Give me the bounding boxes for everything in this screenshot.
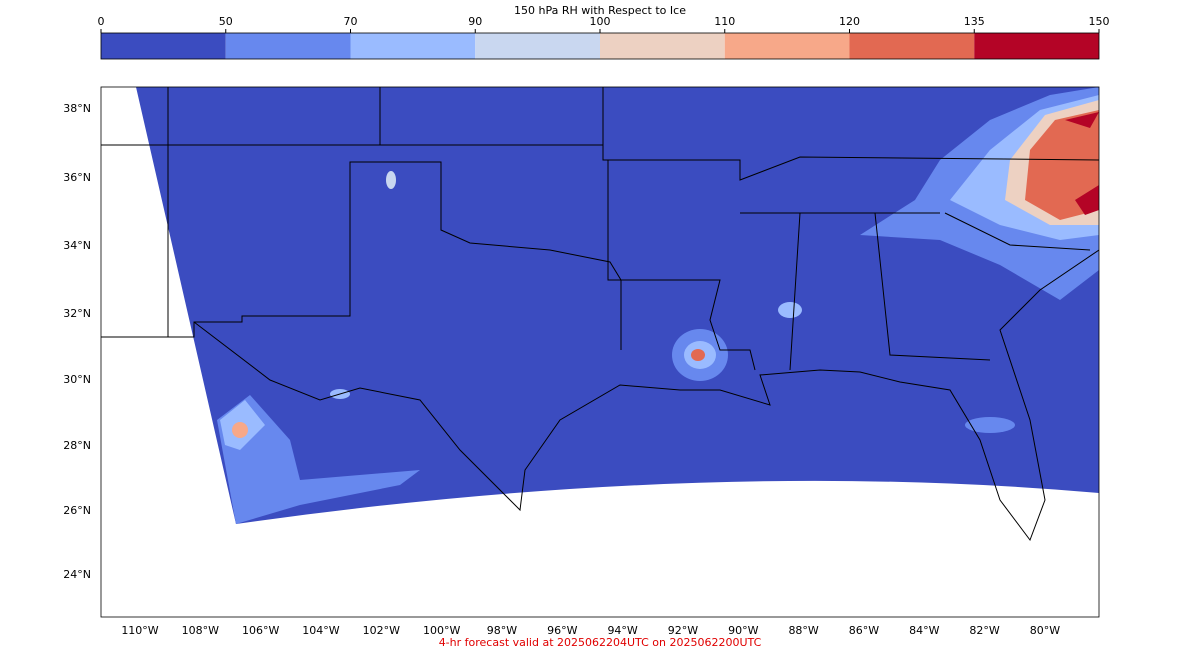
colorbar-segment bbox=[849, 33, 975, 59]
field-patch bbox=[965, 417, 1015, 433]
colorbar-segment bbox=[475, 33, 600, 59]
colorbar-tick-label: 50 bbox=[219, 15, 233, 28]
lat-label: 26°N bbox=[63, 504, 91, 517]
map-frame bbox=[100, 86, 1100, 618]
axis-labels: 38°N 36°N 34°N 32°N 30°N 28°N 26°N 24°N 110°W 108… bbox=[63, 102, 1060, 637]
coastline bbox=[193, 249, 1099, 542]
colorbar-segment bbox=[724, 33, 850, 59]
colorbar-segment bbox=[974, 33, 1099, 59]
colorbar-tick-label: 135 bbox=[964, 15, 985, 28]
lon-label: 98°W bbox=[487, 624, 517, 637]
lat-label: 32°N bbox=[63, 307, 91, 320]
field-patch bbox=[691, 349, 705, 361]
state-border bbox=[740, 212, 1091, 371]
colorbar-segment bbox=[350, 33, 476, 59]
field-patch bbox=[386, 171, 396, 189]
lon-label: 106°W bbox=[242, 624, 279, 637]
field-patch bbox=[217, 395, 420, 524]
lon-label: 84°W bbox=[909, 624, 939, 637]
lat-label: 30°N bbox=[63, 373, 91, 386]
lat-label: 24°N bbox=[63, 568, 91, 581]
lat-label: 36°N bbox=[63, 171, 91, 184]
state-border bbox=[379, 87, 756, 371]
data-domain bbox=[136, 87, 1099, 524]
field-patch bbox=[232, 422, 248, 438]
colorbar-tick-label: 90 bbox=[468, 15, 482, 28]
forecast-footer: 4-hr forecast valid at 2025062204UTC on … bbox=[439, 636, 762, 649]
colorbar-title: 150 hPa RH with Respect to Ice bbox=[514, 4, 686, 17]
colorbar-tick-label: 100 bbox=[590, 15, 611, 28]
lon-label: 110°W bbox=[121, 624, 158, 637]
field-patch bbox=[1065, 112, 1099, 215]
lat-label: 28°N bbox=[63, 439, 91, 452]
lon-label: 94°W bbox=[607, 624, 637, 637]
lat-label: 38°N bbox=[63, 102, 91, 115]
lon-label: 102°W bbox=[363, 624, 400, 637]
lon-label: 92°W bbox=[668, 624, 698, 637]
lon-label: 100°W bbox=[423, 624, 460, 637]
colorbar: 0 50 70 90 100 110 120 135 150 bbox=[98, 15, 1110, 60]
map bbox=[100, 86, 1100, 618]
colorbar-tick-label: 120 bbox=[839, 15, 860, 28]
colorbar-tick-label: 150 bbox=[1089, 15, 1110, 28]
colorbar-tick-label: 70 bbox=[344, 15, 358, 28]
colorbar-tick-label: 0 bbox=[98, 15, 105, 28]
colorbar-segment bbox=[600, 33, 725, 59]
lon-label: 88°W bbox=[788, 624, 818, 637]
colorbar-segment bbox=[101, 33, 226, 59]
lon-label: 96°W bbox=[547, 624, 577, 637]
state-border bbox=[101, 87, 622, 350]
lon-label: 108°W bbox=[182, 624, 219, 637]
lon-label: 82°W bbox=[969, 624, 999, 637]
lon-label: 90°W bbox=[728, 624, 758, 637]
lon-label: 80°W bbox=[1030, 624, 1060, 637]
lon-label: 86°W bbox=[849, 624, 879, 637]
lon-label: 104°W bbox=[302, 624, 339, 637]
colorbar-segment bbox=[225, 33, 351, 59]
colorbar-tick-label: 110 bbox=[714, 15, 735, 28]
lat-label: 34°N bbox=[63, 239, 91, 252]
field-patch bbox=[1025, 110, 1099, 220]
field-patch bbox=[778, 302, 802, 318]
